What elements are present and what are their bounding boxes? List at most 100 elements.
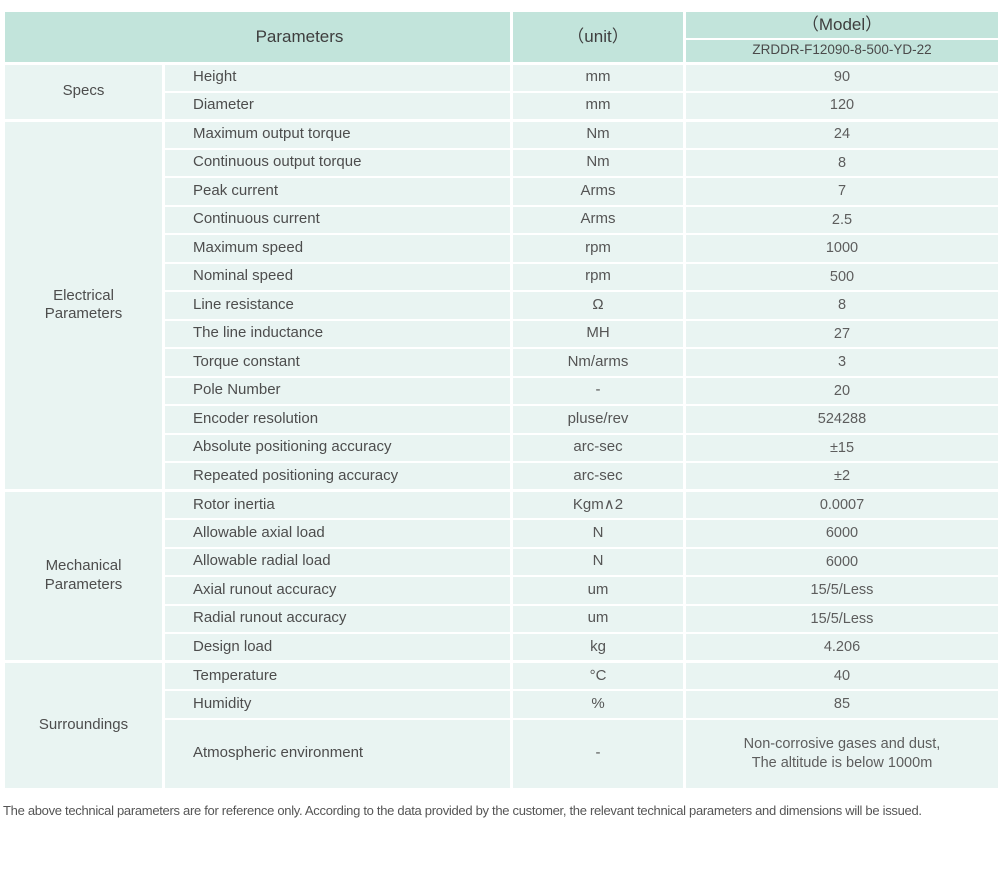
parameter-name: Peak current: [162, 176, 513, 207]
value-cell: ±2: [683, 461, 1000, 492]
section-label-text: Mechanical Parameters: [44, 557, 123, 593]
table-row: Atmospheric environment - Non-corrosive …: [4, 717, 1000, 790]
unit-cell: N: [510, 546, 686, 577]
parameter-name: Line resistance: [162, 290, 513, 321]
parameter-name: Continuous output torque: [162, 147, 513, 178]
unit-cell: mm: [510, 90, 686, 121]
value-cell: Non-corrosive gases and dust, The altitu…: [683, 717, 1000, 790]
unit-cell: Nm: [510, 118, 686, 150]
unit-cell: um: [510, 603, 686, 634]
table-row: Radial runout accuracy um 15/5/Less: [4, 603, 1000, 634]
value-cell: 2.5: [683, 204, 1000, 235]
value-cell: 8: [683, 147, 1000, 178]
parameter-name: Design load: [162, 632, 513, 663]
table-row: Nominal speed rpm 500: [4, 261, 1000, 292]
unit-cell: Nm/arms: [510, 347, 686, 378]
unit-cell: mm: [510, 61, 686, 93]
value-cell: 500: [683, 261, 1000, 292]
parameter-name: Repeated positioning accuracy: [162, 461, 513, 492]
section-label-text: Electrical Parameters: [44, 286, 123, 323]
parameter-name: Height: [162, 61, 513, 93]
parameter-name: Temperature: [162, 660, 513, 691]
table-row: Maximum speed rpm 1000: [4, 233, 1000, 264]
spec-table: Parameters （unit） （Model） ZRDDR-F12090-8…: [2, 9, 1000, 790]
parameters-header: Parameters: [2, 10, 513, 64]
unit-header: （unit）: [510, 10, 686, 64]
page: Parameters （unit） （Model） ZRDDR-F12090-8…: [2, 9, 1000, 818]
table-row: Diameter mm 120: [4, 90, 1000, 121]
value-cell: 6000: [683, 546, 1000, 577]
unit-cell: um: [510, 575, 686, 606]
unit-cell: arc-sec: [510, 461, 686, 492]
footer-note: The above technical parameters are for r…: [3, 802, 922, 818]
header-row-2: ZRDDR-F12090-8-500-YD-22: [4, 38, 1000, 64]
value-cell: 7: [683, 176, 1000, 207]
table-body: Specs Height mm 90 Diameter mm 120 Elect…: [2, 61, 1000, 790]
value-cell: 524288: [683, 404, 1000, 435]
table-row: Allowable radial load N 6000: [4, 546, 1000, 577]
table-row: Electrical Parameters Maximum output tor…: [2, 118, 1000, 492]
value-cell: 15/5/Less: [683, 575, 1000, 606]
section-label-text: Surroundings: [38, 715, 129, 733]
unit-cell: N: [510, 518, 686, 549]
parameter-name: The line inductance: [162, 318, 513, 349]
unit-cell: pluse/rev: [510, 404, 686, 435]
parameter-name: Maximum output torque: [162, 118, 513, 150]
unit-cell: Nm: [510, 147, 686, 178]
parameter-name: Maximum speed: [162, 233, 513, 264]
section-label-text: Specs: [62, 82, 105, 100]
parameter-name: Radial runout accuracy: [162, 603, 513, 634]
table-header: Parameters （unit） （Model） ZRDDR-F12090-8…: [2, 9, 1000, 64]
parameter-name: Humidity: [162, 689, 513, 720]
unit-cell: Kgm∧2: [510, 489, 686, 520]
parameter-name: Allowable axial load: [162, 518, 513, 549]
unit-cell: rpm: [510, 233, 686, 264]
header-row-1: Parameters （unit） （Model）: [2, 9, 1000, 64]
table-row: Axial runout accuracy um 15/5/Less: [4, 575, 1000, 606]
value-cell: 1000: [683, 233, 1000, 264]
parameter-name: Axial runout accuracy: [162, 575, 513, 606]
section-label-specs: Specs: [2, 61, 165, 121]
table-row: Torque constant Nm/arms 3: [4, 347, 1000, 378]
value-cell: 90: [683, 61, 1000, 93]
value-cell: 85: [683, 689, 1000, 720]
value-cell: 15/5/Less: [683, 603, 1000, 634]
value-cell: 40: [683, 660, 1000, 691]
table-row: Continuous current Arms 2.5: [4, 204, 1000, 235]
parameter-name: Absolute positioning accuracy: [162, 432, 513, 463]
table-row: Repeated positioning accuracy arc-sec ±2: [4, 461, 1000, 492]
parameter-name: Allowable radial load: [162, 546, 513, 577]
table-row: Absolute positioning accuracy arc-sec ±1…: [4, 432, 1000, 463]
table-row: Surroundings Temperature °C 40: [2, 660, 1000, 790]
value-cell: 4.206: [683, 632, 1000, 663]
unit-cell: Arms: [510, 204, 686, 235]
model-header: （Model）: [683, 9, 1000, 41]
unit-cell: Arms: [510, 176, 686, 207]
table-row: Peak current Arms 7: [4, 176, 1000, 207]
value-cell: 3: [683, 347, 1000, 378]
unit-cell: rpm: [510, 261, 686, 292]
table-row: Allowable axial load N 6000: [4, 518, 1000, 549]
parameter-name: Nominal speed: [162, 261, 513, 292]
section-label-surroundings: Surroundings: [2, 660, 165, 790]
model-number: ZRDDR-F12090-8-500-YD-22: [683, 38, 1000, 64]
unit-cell: kg: [510, 632, 686, 663]
table-row: Specs Height mm 90: [2, 61, 1000, 121]
parameter-name: Rotor inertia: [162, 489, 513, 520]
unit-cell: %: [510, 689, 686, 720]
value-cell: 6000: [683, 518, 1000, 549]
section-label-mechanical-parameters: Mechanical Parameters: [2, 489, 165, 663]
parameter-name: Continuous current: [162, 204, 513, 235]
unit-cell: °C: [510, 660, 686, 691]
table-row: Continuous output torque Nm 8: [4, 147, 1000, 178]
parameter-name: Encoder resolution: [162, 404, 513, 435]
unit-cell: -: [510, 375, 686, 406]
unit-cell: Ω: [510, 290, 686, 321]
value-cell: ±15: [683, 432, 1000, 463]
unit-cell: -: [510, 717, 686, 790]
parameter-name: Pole Number: [162, 375, 513, 406]
section-label-electrical-parameters: Electrical Parameters: [2, 118, 165, 492]
value-cell: 27: [683, 318, 1000, 349]
value-cell: 0.0007: [683, 489, 1000, 520]
parameter-name: Diameter: [162, 90, 513, 121]
